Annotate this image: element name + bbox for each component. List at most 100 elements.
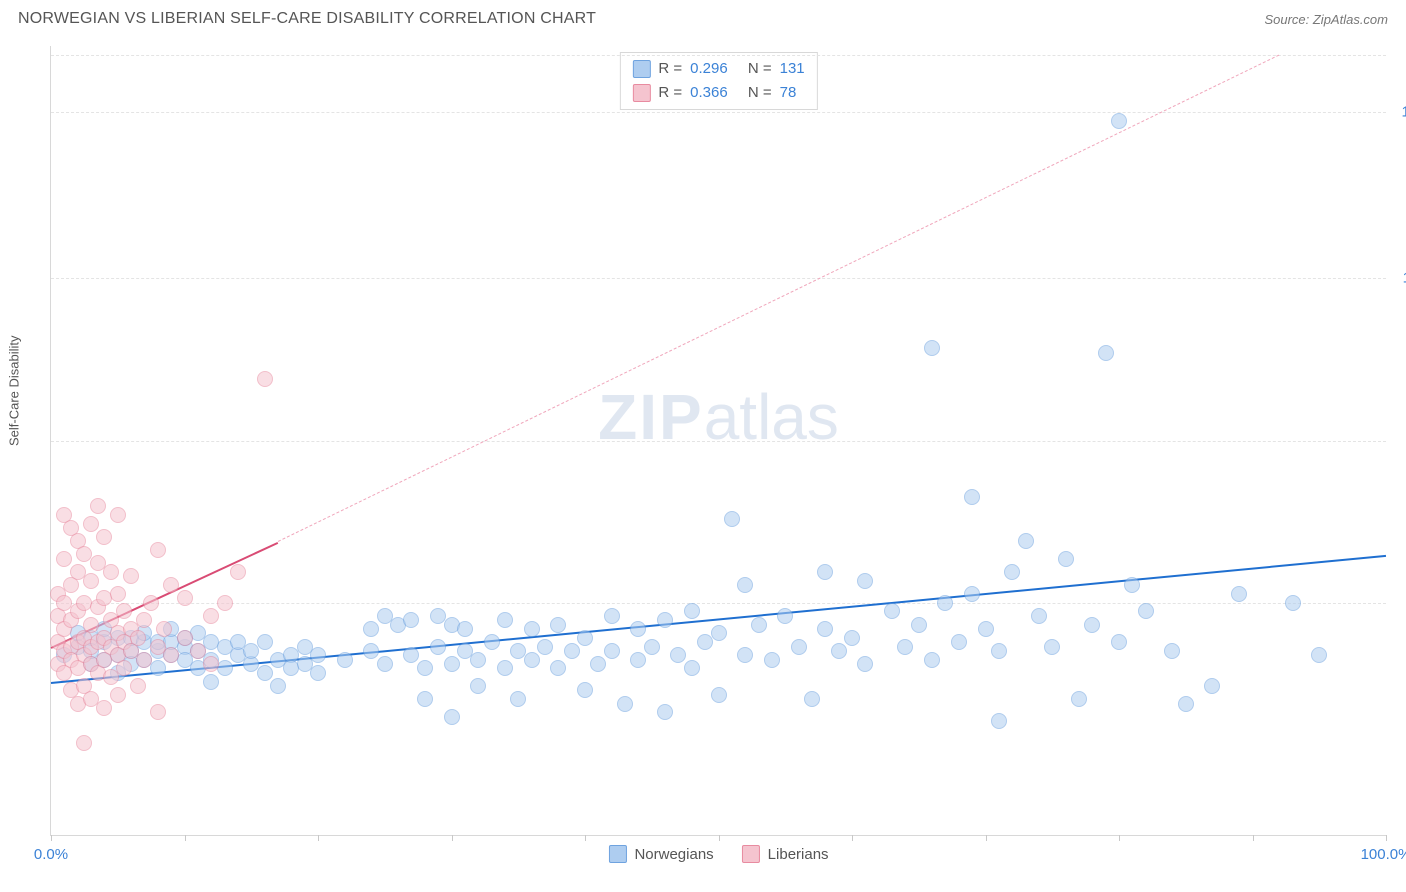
data-point: [1231, 586, 1247, 602]
legend-label-0: Norwegians: [634, 846, 713, 863]
legend-item-norwegians: Norwegians: [608, 845, 713, 863]
data-point: [991, 713, 1007, 729]
gridline: [51, 55, 1386, 56]
data-point: [156, 621, 172, 637]
data-point: [163, 647, 179, 663]
watermark: ZIPatlas: [598, 380, 839, 454]
gridline: [51, 278, 1386, 279]
data-point: [1138, 603, 1154, 619]
legend-r-label: R =: [658, 57, 682, 81]
legend-label-1: Liberians: [768, 846, 829, 863]
data-point: [56, 551, 72, 567]
x-tick: [185, 835, 186, 841]
data-point: [1111, 634, 1127, 650]
data-point: [684, 660, 700, 676]
data-point: [130, 630, 146, 646]
data-point: [444, 709, 460, 725]
data-point: [604, 608, 620, 624]
data-point: [136, 612, 152, 628]
data-point: [1311, 647, 1327, 663]
x-tick: [986, 835, 987, 841]
y-tick-label: 3.8%: [1392, 594, 1406, 611]
data-point: [417, 660, 433, 676]
data-point: [751, 617, 767, 633]
data-point: [150, 704, 166, 720]
data-point: [143, 595, 159, 611]
source-name: ZipAtlas.com: [1313, 12, 1388, 27]
legend-n-value-1: 78: [780, 81, 797, 105]
data-point: [724, 511, 740, 527]
data-point: [644, 639, 660, 655]
data-point: [777, 608, 793, 624]
data-point: [844, 630, 860, 646]
data-point: [1178, 696, 1194, 712]
data-point: [857, 656, 873, 672]
data-point: [230, 564, 246, 580]
data-point: [116, 603, 132, 619]
scatter-chart: ZIPatlas R = 0.296 N = 131 R = 0.366 N =…: [50, 46, 1386, 836]
data-point: [524, 652, 540, 668]
data-point: [83, 573, 99, 589]
chart-title: NORWEGIAN VS LIBERIAN SELF-CARE DISABILI…: [18, 10, 596, 28]
data-point: [884, 603, 900, 619]
data-point: [203, 674, 219, 690]
data-point: [1004, 564, 1020, 580]
legend-swatch-blue: [632, 60, 650, 78]
data-point: [550, 660, 566, 676]
legend-swatch-pink: [632, 84, 650, 102]
data-point: [110, 507, 126, 523]
data-point: [897, 639, 913, 655]
data-point: [604, 643, 620, 659]
data-point: [90, 498, 106, 514]
data-point: [1285, 595, 1301, 611]
data-point: [924, 652, 940, 668]
data-point: [524, 621, 540, 637]
y-tick-label: 7.5%: [1392, 432, 1406, 449]
legend-r-value-1: 0.366: [690, 81, 728, 105]
data-point: [1084, 617, 1100, 633]
data-point: [363, 621, 379, 637]
data-point: [510, 691, 526, 707]
x-tick: [318, 835, 319, 841]
y-tick-label: 11.2%: [1392, 270, 1406, 287]
data-point: [577, 630, 593, 646]
legend-row-norwegians: R = 0.296 N = 131: [632, 57, 804, 81]
title-bar: NORWEGIAN VS LIBERIAN SELF-CARE DISABILI…: [0, 0, 1406, 32]
data-point: [937, 595, 953, 611]
data-point: [817, 621, 833, 637]
data-point: [310, 647, 326, 663]
x-tick: [452, 835, 453, 841]
data-point: [163, 577, 179, 593]
x-tick: [1253, 835, 1254, 841]
legend-n-label: N =: [748, 81, 772, 105]
data-point: [177, 590, 193, 606]
data-point: [964, 586, 980, 602]
data-point: [497, 612, 513, 628]
data-point: [711, 625, 727, 641]
legend-swatch-pink: [742, 845, 760, 863]
data-point: [550, 617, 566, 633]
data-point: [991, 643, 1007, 659]
data-point: [1031, 608, 1047, 624]
data-point: [470, 678, 486, 694]
x-tick: [719, 835, 720, 841]
data-point: [657, 704, 673, 720]
data-point: [377, 656, 393, 672]
data-point: [1044, 639, 1060, 655]
x-tick-label: 0.0%: [34, 846, 68, 863]
data-point: [217, 595, 233, 611]
data-point: [177, 630, 193, 646]
y-tick-label: 15.0%: [1392, 103, 1406, 120]
data-point: [911, 617, 927, 633]
data-point: [978, 621, 994, 637]
legend-swatch-blue: [608, 845, 626, 863]
source-credit: Source: ZipAtlas.com: [1264, 12, 1388, 27]
legend-item-liberians: Liberians: [742, 845, 829, 863]
data-point: [257, 634, 273, 650]
data-point: [657, 612, 673, 628]
data-point: [804, 691, 820, 707]
trend-line: [278, 55, 1280, 542]
data-point: [1124, 577, 1140, 593]
legend-n-label: N =: [748, 57, 772, 81]
data-point: [1018, 533, 1034, 549]
